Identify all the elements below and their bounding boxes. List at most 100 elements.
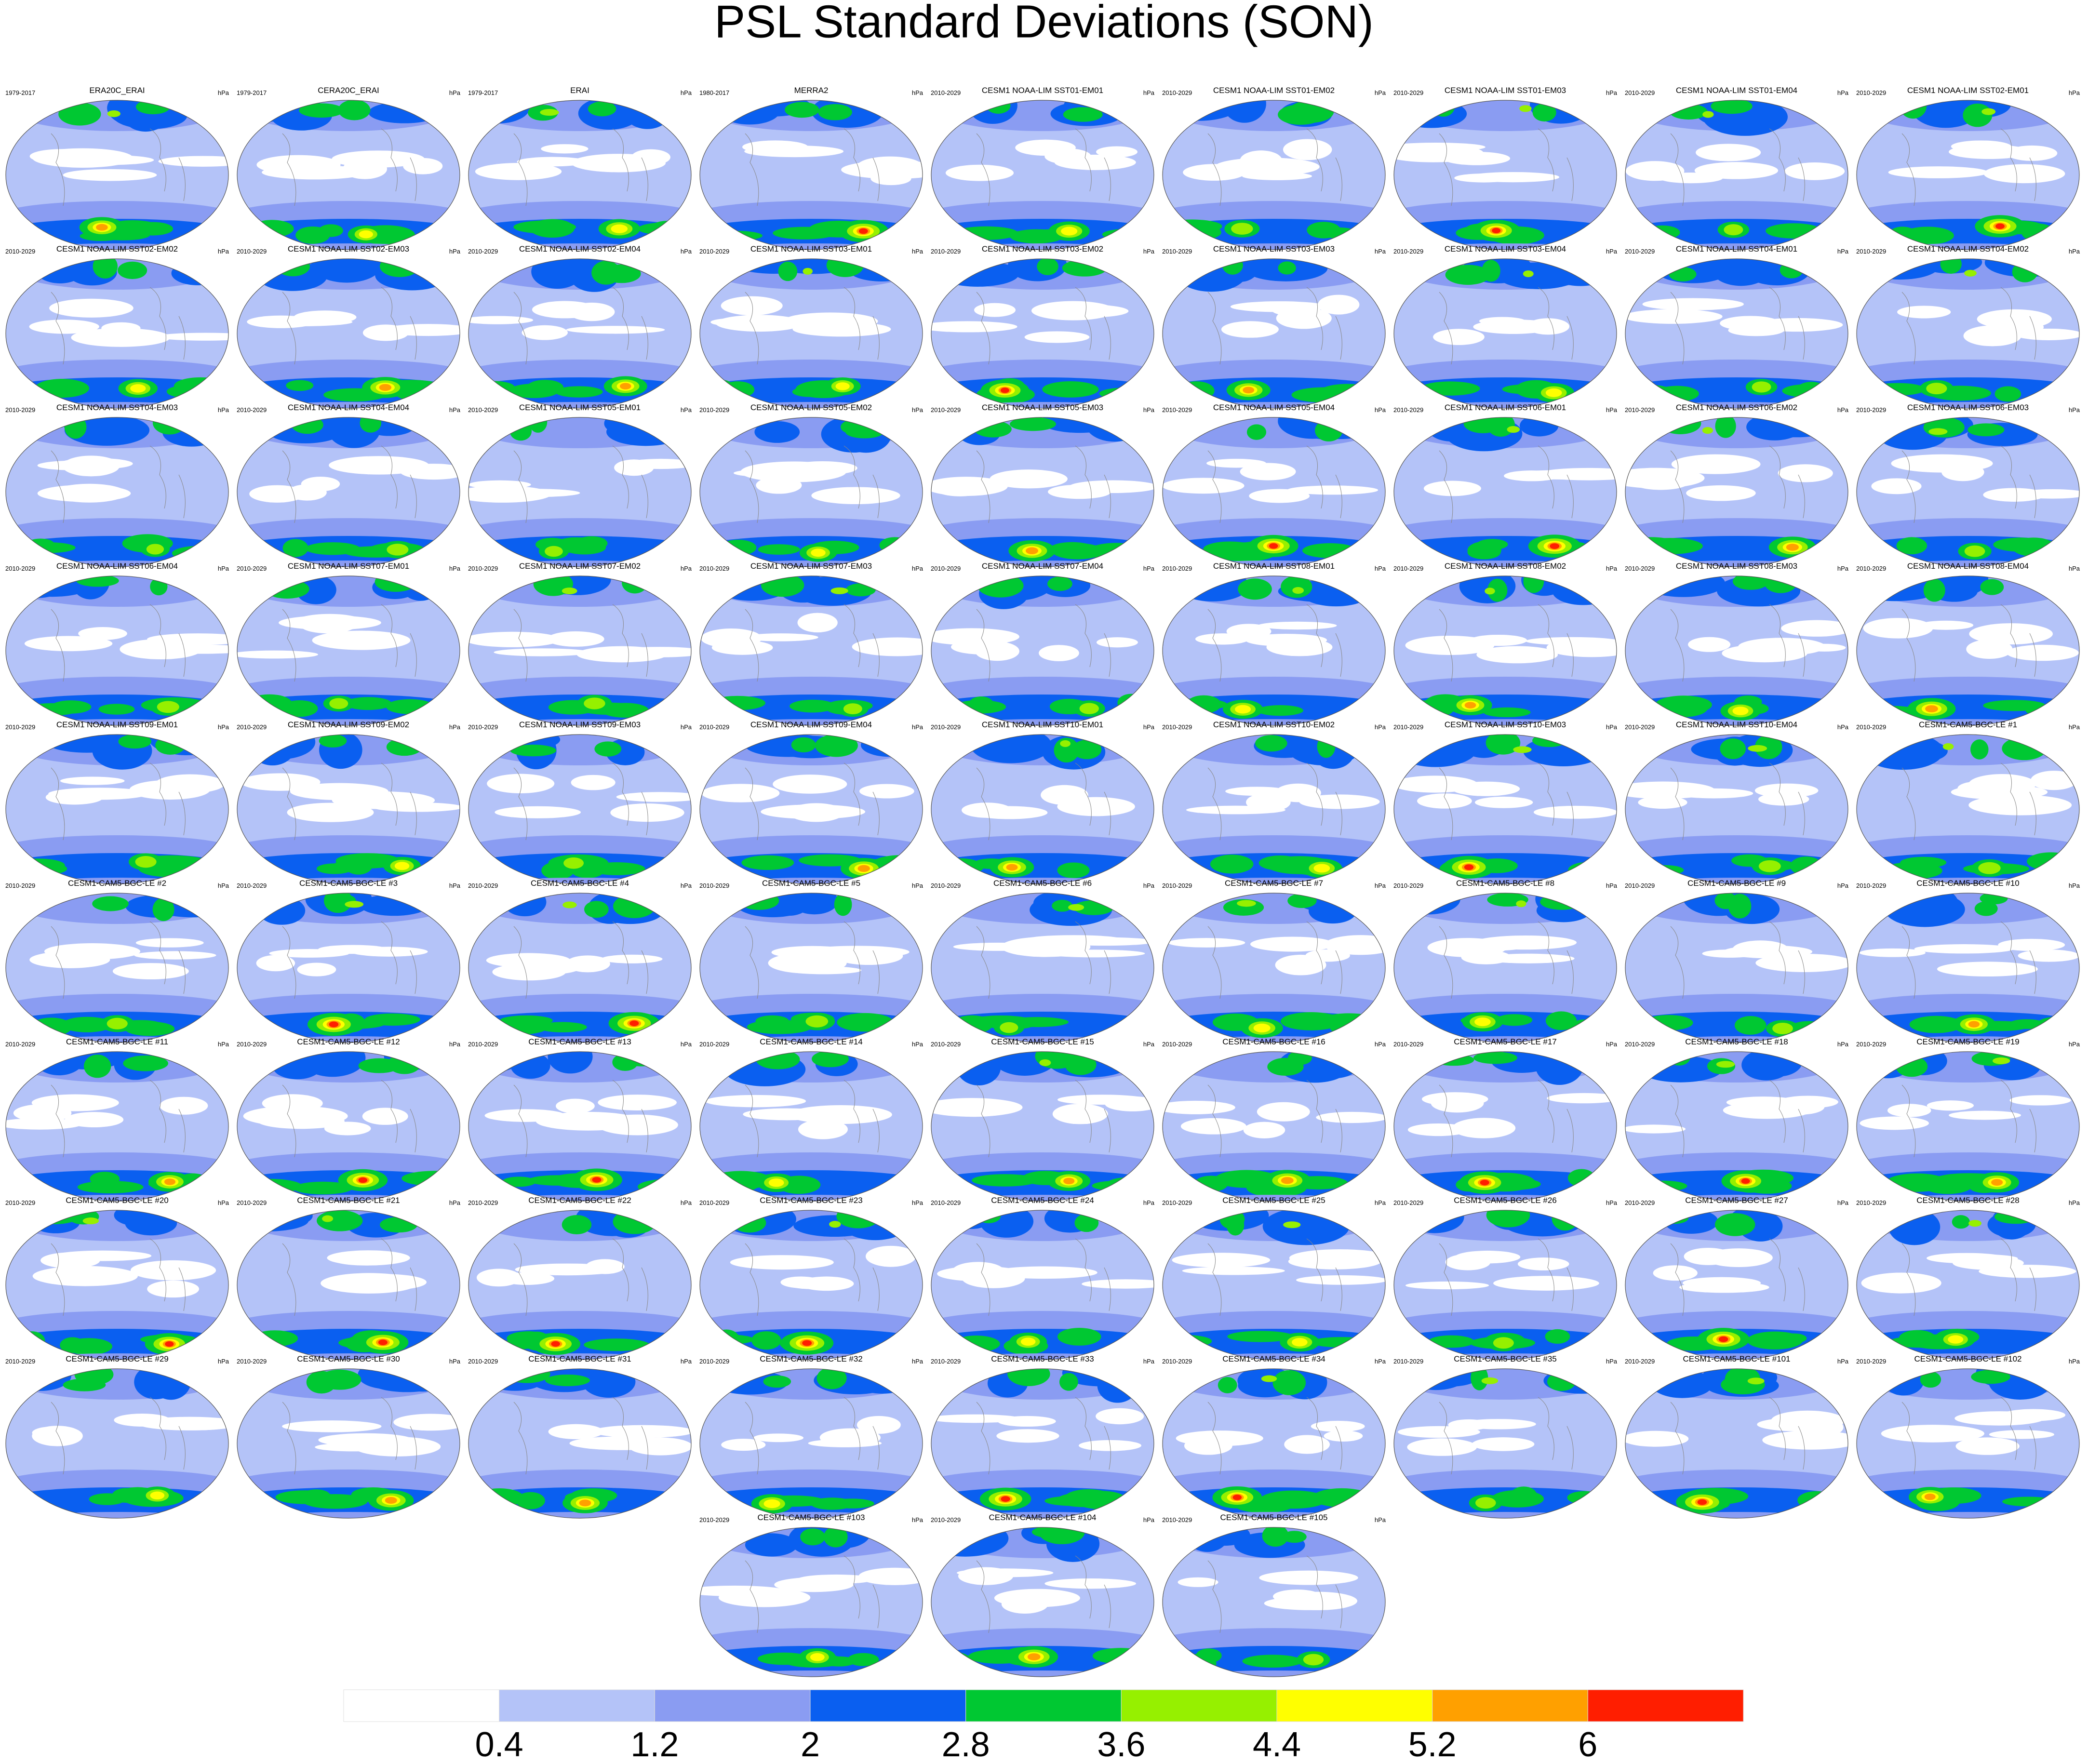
map-border (237, 893, 460, 1043)
map (931, 735, 1154, 884)
colorbar-label: 2 (801, 1725, 820, 1764)
panel-title: CESM1 NOAA-LIM SST06-EM03 (1907, 403, 2029, 412)
panel-period: 2010-2029 (931, 248, 961, 255)
map-panel: 2010-2029 CESM1-CAM5-BGC-LE #101 hPa (1625, 1354, 1849, 1519)
panel-units: hPa (912, 248, 924, 255)
panel-title: CESM1 NOAA-LIM SST06-EM01 (1445, 403, 1566, 412)
panel-title: ERA20C_ERAI (89, 86, 145, 95)
map-border (1393, 1210, 1617, 1360)
map-panel: 1979-2017 CERA20C_ERAI hPa (237, 86, 461, 250)
map (468, 1210, 691, 1360)
panel-units: hPa (681, 1199, 692, 1206)
panel-units: hPa (1837, 882, 1849, 889)
panel-title: CESM1-CAM5-BGC-LE #33 (991, 1354, 1094, 1363)
map (700, 100, 923, 250)
panel-period: 2010-2029 (5, 1199, 35, 1206)
map-border (931, 100, 1154, 250)
panel-period: 1979-2017 (237, 89, 267, 96)
map-panel: 2010-2029 CESM1-CAM5-BGC-LE #22 hPa (468, 1196, 692, 1360)
panel-title: CESM1-CAM5-BGC-LE #29 (66, 1354, 169, 1363)
map-panel: 2010-2029 CESM1 NOAA-LIM SST07-EM03 hPa (699, 561, 924, 726)
map-border (1162, 100, 1386, 250)
panel-units: hPa (912, 723, 924, 731)
panel-units: hPa (2069, 1041, 2080, 1048)
map-border (1856, 734, 2080, 884)
map (700, 1210, 923, 1360)
panel-title: MERRA2 (794, 86, 829, 95)
panel-units: hPa (449, 1199, 461, 1206)
map (237, 417, 460, 567)
map (237, 1369, 460, 1518)
map (468, 735, 691, 884)
panel-title: CESM1-CAM5-BGC-LE #3 (299, 879, 398, 888)
map-border (1393, 1051, 1617, 1202)
map (1163, 735, 1385, 884)
map (237, 1052, 460, 1201)
panel-units: hPa (1143, 248, 1155, 255)
map-panel: 2010-2029 CESM1-CAM5-BGC-LE #35 hPa (1393, 1354, 1618, 1519)
map (700, 417, 923, 567)
map-panel: 1979-2017 ERA20C_ERAI hPa (5, 86, 229, 250)
panel-period: 2010-2029 (237, 1041, 267, 1048)
panel-units: hPa (1143, 1199, 1155, 1206)
map-panel: 2010-2029 CESM1 NOAA-LIM SST06-EM04 hPa (5, 561, 229, 726)
panel-units: hPa (1837, 565, 1849, 572)
map-panel: 2010-2029 CESM1-CAM5-BGC-LE #105 hPa (1162, 1513, 1386, 1677)
panel-title: CESM1-CAM5-BGC-LE #31 (528, 1354, 631, 1363)
colorbar-label: 0.4 (475, 1725, 523, 1764)
map (468, 259, 691, 408)
map-border (1162, 893, 1386, 1043)
panel-title: CESM1 NOAA-LIM SST08-EM02 (1445, 561, 1566, 571)
panel-period: 2010-2029 (1393, 723, 1423, 731)
map (700, 1527, 923, 1677)
panel-units: hPa (218, 723, 229, 731)
panel-units: hPa (1375, 406, 1386, 414)
map-panel: 2010-2029 CESM1 NOAA-LIM SST09-EM04 hPa (699, 720, 924, 884)
panel-period: 2010-2029 (468, 248, 498, 255)
map-panel: 2010-2029 CESM1 NOAA-LIM SST01-EM02 hPa (1162, 86, 1386, 250)
map-border (5, 575, 229, 726)
panel-period: 2010-2029 (5, 565, 35, 572)
map (1163, 1369, 1385, 1518)
colorbar-box (1587, 1689, 1744, 1722)
panel-period: 2010-2029 (1162, 1041, 1192, 1048)
panel-units: hPa (1143, 1516, 1155, 1523)
panel-title: CESM1 NOAA-LIM SST02-EM02 (56, 244, 178, 254)
map-panel: 2010-2029 CESM1 NOAA-LIM SST08-EM04 hPa (1856, 561, 2080, 726)
panel-title: CESM1-CAM5-BGC-LE #14 (760, 1037, 863, 1046)
panel-units: hPa (449, 406, 461, 414)
panel-period: 2010-2029 (237, 1199, 267, 1206)
colorbar-box (1121, 1689, 1277, 1722)
panel-units: hPa (1375, 89, 1386, 96)
panel-title: ERAI (570, 86, 589, 95)
map (1163, 417, 1385, 567)
panel-units: hPa (912, 406, 924, 414)
map-border (1393, 258, 1617, 409)
map-panel: 2010-2029 CESM1-CAM5-BGC-LE #26 hPa (1393, 1196, 1618, 1360)
panel-title: CESM1-CAM5-BGC-LE #7 (1225, 879, 1323, 888)
panel-period: 2010-2029 (237, 723, 267, 731)
map (1394, 259, 1617, 408)
panel-units: hPa (912, 1199, 924, 1206)
map-panel: 2010-2029 CESM1 NOAA-LIM SST05-EM02 hPa (699, 403, 924, 567)
map-panel: 2010-2029 CESM1-CAM5-BGC-LE #9 hPa (1625, 879, 1849, 1043)
map (237, 735, 460, 884)
map (6, 893, 228, 1042)
colorbar-box (1432, 1689, 1588, 1722)
panel-period: 2010-2029 (1625, 1358, 1655, 1365)
panel-period: 2010-2029 (931, 882, 961, 889)
panel-title: CESM1-CAM5-BGC-LE #28 (1916, 1196, 2020, 1205)
colorbar-label: 1.2 (630, 1725, 679, 1764)
panel-period: 2010-2029 (1856, 406, 1886, 414)
panel-period: 2010-2029 (468, 723, 498, 731)
map-border (1856, 1368, 2080, 1519)
panel-title: CESM1-CAM5-BGC-LE #104 (989, 1513, 1097, 1522)
panel-units: hPa (1606, 1358, 1618, 1365)
map-panel: 2010-2029 CESM1-CAM5-BGC-LE #104 hPa (931, 1513, 1155, 1677)
panel-title: CESM1-CAM5-BGC-LE #19 (1916, 1037, 2020, 1046)
map (468, 1369, 691, 1518)
panel-title: CESM1-CAM5-BGC-LE #26 (1454, 1196, 1557, 1205)
map-border (5, 100, 229, 250)
panel-units: hPa (912, 1041, 924, 1048)
map-border (1393, 575, 1617, 726)
